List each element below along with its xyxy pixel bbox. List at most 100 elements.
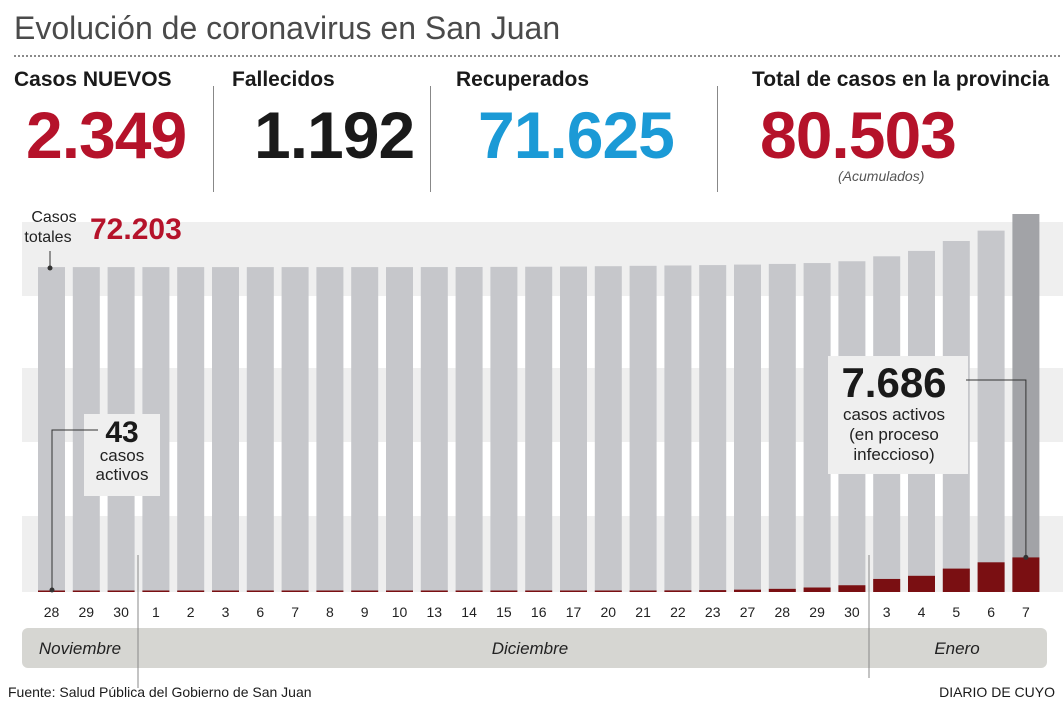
totales-label: Casos — [31, 209, 76, 226]
active-cases-bar — [246, 590, 274, 592]
total-cases-bar — [490, 266, 518, 592]
total-cases-bar — [629, 265, 657, 592]
x-tick-label: 3 — [222, 604, 230, 620]
active-cases-bar — [177, 590, 205, 592]
chart-title: Evolución de coronavirus en San Juan — [14, 10, 561, 46]
total-cases-bar — [560, 266, 587, 592]
source-note: Fuente: Salud Pública del Gobierno de Sa… — [8, 684, 312, 700]
active-text-label: casos — [100, 446, 144, 465]
title-divider — [14, 55, 1060, 57]
active-cases-bar — [316, 590, 344, 592]
x-tick-label: 6 — [987, 604, 995, 620]
totales-label: totales — [24, 229, 71, 246]
totales-leader-dot — [47, 265, 53, 271]
active-cases-bar — [142, 590, 170, 592]
total-cases-bar — [212, 267, 239, 592]
stat-value: 80.503 — [760, 98, 957, 172]
active-leader-dot — [1023, 554, 1029, 560]
x-tick-label: 23 — [705, 604, 721, 620]
month-label: Noviembre — [39, 639, 121, 658]
stat-casos-nuevos: Casos NUEVOS 2.349 — [14, 68, 187, 172]
stat-divider — [717, 86, 718, 192]
active-cases-bar — [107, 590, 135, 592]
month-label: Enero — [934, 639, 979, 658]
active-cases-bar — [490, 590, 518, 592]
active-cases-bar — [560, 590, 587, 592]
total-cases-bar — [977, 230, 1005, 592]
annotation-backdrop — [828, 356, 968, 474]
totales-value: 72.203 — [90, 213, 182, 246]
active-value-label: 43 — [105, 416, 138, 449]
stat-label: Total de casos en la provincia — [752, 68, 1050, 91]
active-text-label: infeccioso) — [853, 445, 934, 464]
x-tick-label: 20 — [601, 604, 617, 620]
total-cases-bar — [803, 263, 831, 592]
x-tick-label: 22 — [670, 604, 686, 620]
active-cases-bar — [212, 590, 239, 592]
active-cases-bar — [525, 590, 553, 592]
total-cases-bar — [664, 265, 692, 592]
x-tick-label: 7 — [1022, 604, 1030, 620]
total-cases-bar — [594, 266, 622, 592]
active-cases-bar — [664, 590, 692, 592]
active-cases-bar — [420, 590, 448, 592]
x-tick-label: 28 — [44, 604, 60, 620]
stat-divider — [213, 86, 214, 192]
active-cases-bar — [873, 578, 901, 592]
stat-recuperados: Recuperados 71.625 — [456, 68, 675, 172]
total-cases-bar — [351, 267, 379, 592]
active-cases-bar — [803, 587, 831, 592]
active-cases-bar — [838, 585, 866, 592]
stat-value: 2.349 — [26, 98, 187, 172]
x-tick-label: 30 — [844, 604, 860, 620]
stat-value: 71.625 — [478, 98, 675, 172]
x-tick-label: 28 — [775, 604, 791, 620]
active-leader — [966, 379, 1027, 558]
active-cases-bar — [594, 590, 622, 592]
stat-label: Fallecidos — [232, 68, 335, 91]
active-cases-bar — [455, 590, 483, 592]
x-tick-label: 13 — [427, 604, 443, 620]
x-tick-label: 3 — [883, 604, 891, 620]
x-tick-label: 27 — [740, 604, 756, 620]
x-tick-label: 29 — [79, 604, 95, 620]
active-leader-dot — [49, 587, 55, 593]
x-tick-label: 7 — [291, 604, 299, 620]
stat-value: 1.192 — [254, 98, 415, 172]
active-cases-bar — [942, 568, 970, 592]
total-cases-bar — [699, 265, 727, 592]
total-cases-bar — [246, 267, 274, 592]
x-tick-label: 9 — [361, 604, 369, 620]
active-text-label: casos activos — [843, 405, 945, 424]
total-cases-bar — [768, 263, 796, 592]
x-tick-label: 10 — [392, 604, 408, 620]
active-cases-bar — [629, 590, 657, 592]
stat-label: Recuperados — [456, 68, 590, 91]
total-cases-bar — [525, 266, 553, 592]
total-cases-bar — [316, 267, 344, 592]
active-cases-bar — [351, 590, 379, 592]
stat-fallecidos: Fallecidos 1.192 — [232, 68, 415, 172]
active-text-label: (en proceso — [849, 425, 939, 444]
month-label: Diciembre — [492, 639, 569, 658]
x-tick-label: 30 — [113, 604, 129, 620]
total-cases-bar — [177, 267, 205, 592]
publisher-credit: DIARIO DE CUYO — [939, 684, 1055, 700]
x-tick-label: 8 — [326, 604, 334, 620]
stat-total: Total de casos en la provincia 80.503 — [752, 68, 1049, 168]
x-tick-label: 1 — [152, 604, 160, 620]
month-strip — [22, 628, 1047, 668]
x-tick-label: 17 — [566, 604, 582, 620]
total-cases-bar — [734, 264, 761, 592]
active-value-label: 7.686 — [841, 359, 946, 406]
total-cases-bar — [455, 267, 483, 592]
x-tick-label: 14 — [461, 604, 477, 620]
active-cases-bar — [1012, 557, 1040, 592]
x-tick-label: 6 — [256, 604, 264, 620]
annotation-backdrop — [84, 414, 160, 496]
active-cases-bar — [768, 588, 796, 592]
total-cases-bar — [420, 267, 448, 592]
active-cases-bar — [281, 590, 309, 592]
active-cases-bar — [908, 575, 935, 592]
